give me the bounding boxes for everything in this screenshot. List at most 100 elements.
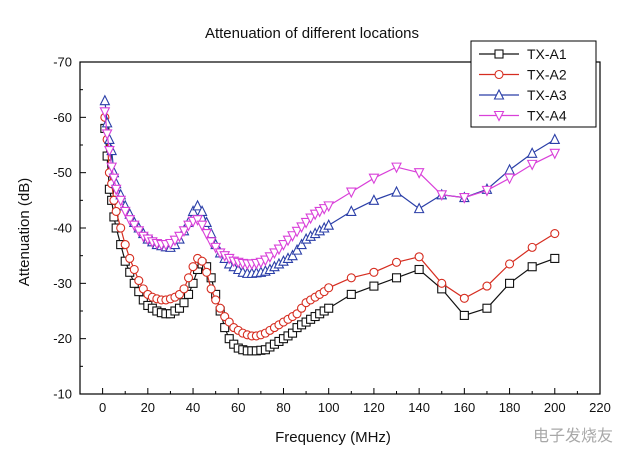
data-point <box>201 228 212 240</box>
data-point <box>413 202 425 214</box>
data-point <box>188 278 198 288</box>
y-tick-label: -30 <box>53 276 72 291</box>
series-layer <box>99 94 561 356</box>
data-point <box>179 298 189 308</box>
data-point <box>291 226 303 238</box>
legend-box <box>470 40 597 128</box>
data-point <box>526 147 538 158</box>
data-point <box>192 199 203 211</box>
data-point <box>549 133 561 145</box>
x-tick-label: 20 <box>141 400 155 415</box>
data-point <box>305 213 316 225</box>
data-point <box>505 259 515 269</box>
data-point <box>482 281 492 291</box>
data-point <box>323 201 335 213</box>
x-tick-label: 200 <box>544 400 566 415</box>
data-point <box>391 273 402 283</box>
x-tick-label: 60 <box>231 400 245 415</box>
legend-label: TX-A4 <box>527 108 567 124</box>
data-point <box>481 185 493 197</box>
data-point <box>345 205 357 216</box>
axes: 0 20 40 60 80 100 120 140 160 180 200 220 -10 -20 -30 -… <box>53 55 611 416</box>
data-point <box>197 256 207 266</box>
watermark: 电子发烧友 <box>532 426 613 445</box>
data-point <box>196 220 208 232</box>
data-point <box>345 187 357 199</box>
x-tick-label: 140 <box>408 400 430 415</box>
x-tick-label: 80 <box>276 400 290 415</box>
data-point <box>188 262 198 272</box>
legend-item: TX-A3 <box>479 87 567 103</box>
data-point <box>120 240 130 250</box>
data-point <box>436 190 448 202</box>
x-tick-label: 180 <box>499 400 521 415</box>
data-point <box>526 159 538 171</box>
data-point <box>296 222 307 234</box>
data-point <box>211 295 221 305</box>
data-point <box>437 278 447 288</box>
x-tick-label: 220 <box>589 400 611 415</box>
x-tick-label: 0 <box>99 400 106 415</box>
data-point <box>323 219 335 230</box>
data-point <box>414 264 424 275</box>
data-point <box>287 249 298 261</box>
data-point <box>369 267 379 277</box>
legend-item: TX-A4 <box>479 108 567 124</box>
chart-title: Attenuation of different locations <box>205 25 419 42</box>
data-point <box>99 107 111 119</box>
data-point <box>296 238 307 250</box>
data-point <box>273 244 285 256</box>
data-point <box>108 173 120 185</box>
legend: TX-A1 TX-A2 TX-A3 TX-A4 <box>470 40 597 128</box>
data-point <box>192 215 203 226</box>
data-point <box>128 220 140 232</box>
data-point <box>174 231 185 243</box>
data-point <box>106 162 118 174</box>
data-point <box>459 310 469 320</box>
data-point <box>482 303 492 313</box>
data-point <box>264 252 276 264</box>
data-point <box>206 284 216 294</box>
data-point <box>178 226 190 237</box>
y-tick-label: -50 <box>53 165 72 180</box>
data-point <box>368 194 380 205</box>
data-point <box>119 206 131 218</box>
data-point <box>369 281 379 291</box>
data-point <box>101 129 113 141</box>
data-point <box>504 173 515 185</box>
data-point <box>116 223 126 233</box>
data-point <box>183 273 194 283</box>
legend-label: TX-A3 <box>527 87 567 103</box>
x-tick-label: 40 <box>186 400 200 415</box>
series-tx-a4 <box>99 107 561 271</box>
data-point <box>215 303 225 313</box>
data-point <box>101 116 113 128</box>
legend-marker <box>494 69 504 80</box>
data-point <box>129 264 139 275</box>
y-tick-label: -60 <box>53 110 72 125</box>
data-point <box>505 278 515 288</box>
y-tick-label: -70 <box>53 55 72 70</box>
series-tx-a2 <box>100 112 560 341</box>
data-point <box>183 220 194 232</box>
legend-marker <box>493 88 505 100</box>
data-point <box>282 235 294 247</box>
data-point <box>413 168 425 179</box>
data-point <box>206 273 216 283</box>
data-point <box>111 206 121 216</box>
legend-label: TX-A1 <box>527 46 567 62</box>
data-point <box>115 195 127 207</box>
data-point <box>459 293 469 303</box>
x-axis-label: Frequency (MHz) <box>275 429 391 446</box>
legend-item: TX-A2 <box>479 67 567 83</box>
x-tick-label: 120 <box>363 400 385 415</box>
data-point <box>391 185 402 197</box>
data-point <box>110 184 122 196</box>
data-point <box>202 267 212 277</box>
data-point <box>169 235 181 247</box>
y-tick-label: -40 <box>53 221 72 236</box>
data-point <box>300 217 312 229</box>
x-tick-label: 100 <box>318 400 340 415</box>
data-point <box>179 284 189 294</box>
legend-label: TX-A2 <box>527 67 567 83</box>
